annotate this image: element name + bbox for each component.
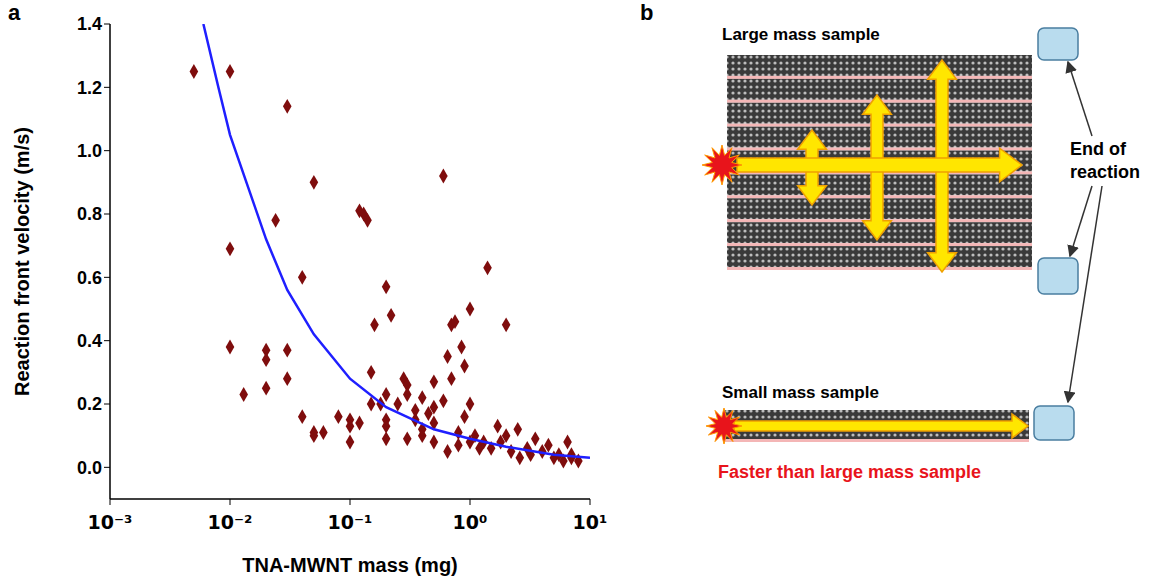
- svg-text:Faster than large mass sample: Faster than large mass sample: [718, 462, 981, 482]
- svg-text:0.8: 0.8: [77, 204, 102, 224]
- svg-text:Reaction front velocity (m/s): Reaction front velocity (m/s): [11, 127, 33, 396]
- svg-text:10¹: 10¹: [573, 511, 608, 533]
- svg-text:reaction: reaction: [1070, 162, 1140, 182]
- svg-text:TNA-MWNT mass (mg): TNA-MWNT mass (mg): [242, 554, 458, 576]
- svg-text:0.6: 0.6: [77, 268, 102, 288]
- svg-text:10⁻¹: 10⁻¹: [328, 511, 373, 533]
- svg-text:0.2: 0.2: [77, 394, 102, 414]
- svg-text:Large mass sample: Large mass sample: [722, 25, 880, 44]
- svg-text:End of: End of: [1070, 139, 1127, 159]
- svg-text:10⁰: 10⁰: [453, 511, 488, 533]
- svg-text:Small mass sample: Small mass sample: [722, 383, 879, 402]
- svg-text:10⁻³: 10⁻³: [88, 511, 133, 533]
- html-text:a: a: [8, 0, 21, 25]
- svg-text:0.0: 0.0: [77, 458, 102, 478]
- svg-text:1.4: 1.4: [77, 14, 102, 34]
- svg-text:0.4: 0.4: [77, 331, 102, 351]
- svg-text:1.0: 1.0: [77, 141, 102, 161]
- svg-text:b: b: [640, 0, 653, 25]
- svg-text:10⁻²: 10⁻²: [208, 511, 253, 533]
- svg-text:1.2: 1.2: [77, 78, 102, 98]
